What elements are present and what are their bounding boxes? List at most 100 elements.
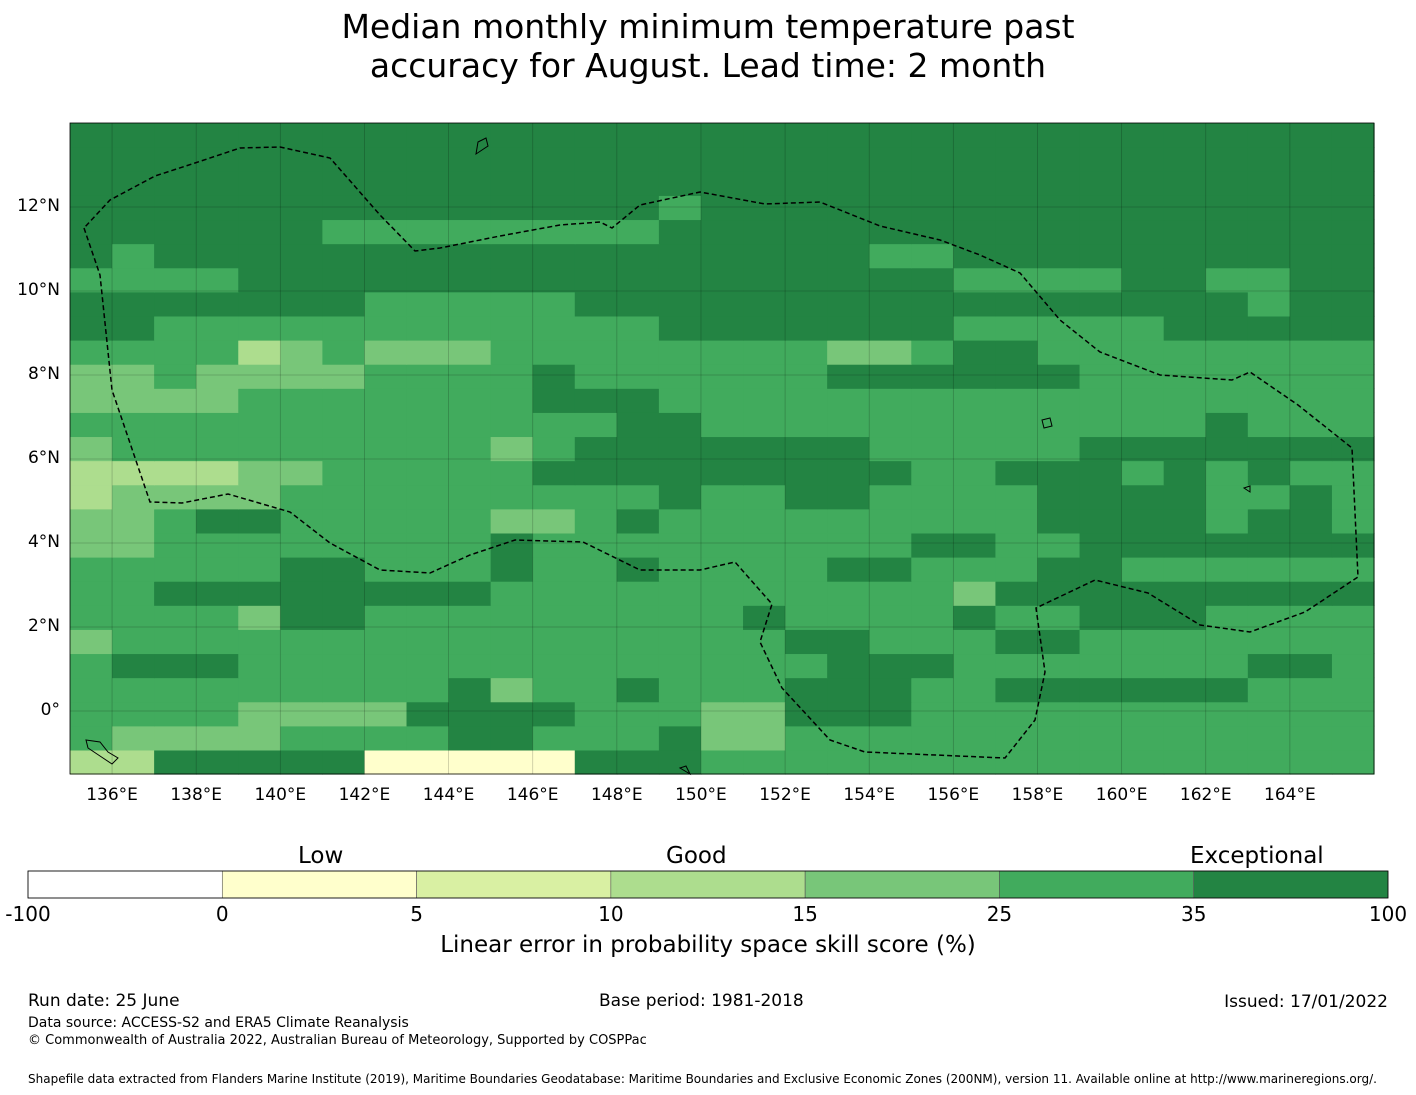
grid-cell	[785, 123, 828, 148]
grid-cell	[322, 725, 366, 751]
grid-cell	[1331, 291, 1375, 317]
grid-cell	[112, 460, 155, 486]
grid-cell	[1331, 484, 1375, 510]
grid-cell	[238, 436, 281, 462]
grid-cell	[1205, 436, 1249, 462]
grid-cell	[1121, 388, 1165, 413]
colorbar-segment	[221, 870, 417, 899]
grid-cell	[238, 677, 281, 703]
grid-cell	[827, 436, 870, 462]
grid-cell	[1079, 243, 1123, 269]
grid-cell	[574, 147, 618, 172]
grid-cell	[574, 629, 618, 655]
grid-cell	[364, 532, 408, 558]
grid-cell	[532, 532, 576, 558]
grid-cell	[953, 412, 997, 438]
lat-tick-label: 0°	[40, 700, 60, 720]
grid-cell	[196, 557, 239, 582]
grid-cell	[1121, 484, 1165, 510]
grid-cell	[700, 749, 744, 775]
grid-cell	[1121, 557, 1165, 582]
grid-cell	[953, 219, 997, 245]
grid-cell	[616, 315, 660, 341]
grid-cell	[532, 267, 576, 293]
colorbar-segment	[999, 870, 1195, 899]
grid-cell	[364, 629, 408, 655]
grid-cell	[1037, 677, 1081, 703]
grid-cell	[154, 677, 197, 703]
grid-cell	[406, 123, 450, 148]
data-source: Data source: ACCESS-S2 and ERA5 Climate …	[28, 1015, 409, 1031]
grid-cell	[1163, 195, 1207, 221]
grid-cell	[911, 605, 954, 630]
grid-cell	[574, 436, 618, 462]
grid-cell	[1205, 605, 1249, 630]
lat-tick-label: 6°N	[27, 448, 60, 468]
grid-cell	[490, 725, 534, 751]
grid-cell	[154, 629, 197, 655]
grid-cell	[238, 291, 281, 317]
grid-cell	[995, 508, 1039, 534]
chart-title-line-2: accuracy for August. Lead time: 2 month	[369, 46, 1047, 85]
grid-cell	[574, 557, 618, 582]
grid-cell	[280, 291, 323, 317]
grid-cell	[1331, 412, 1375, 438]
grid-cell	[406, 364, 450, 389]
grid-cell	[70, 581, 113, 606]
grid-cell	[658, 484, 702, 510]
grid-cell	[785, 701, 828, 727]
colorbar-segment	[804, 870, 1000, 899]
grid-cell	[827, 629, 870, 655]
grid-cell	[953, 605, 997, 630]
grid-cell	[869, 147, 912, 172]
grid-cell	[70, 749, 113, 775]
grid-cell	[1205, 147, 1249, 172]
grid-cell	[1289, 291, 1333, 317]
grid-cell	[112, 677, 155, 703]
grid-cell	[700, 532, 744, 558]
grid-cell	[658, 581, 702, 606]
grid-cell	[1247, 557, 1291, 582]
grid-cell	[1289, 484, 1333, 510]
grid-cell	[953, 267, 997, 293]
grid-cell	[953, 725, 997, 751]
grid-cell	[280, 147, 323, 172]
grid-cell	[827, 315, 870, 341]
grid-cell	[490, 195, 534, 221]
grid-cell	[1331, 605, 1375, 630]
grid-cell	[1037, 749, 1081, 775]
grid-cell	[280, 484, 323, 510]
grid-cell	[532, 557, 576, 582]
grid-cell	[658, 147, 702, 172]
grid-cell	[658, 171, 702, 196]
grid-cell	[532, 701, 576, 727]
grid-cell	[1247, 677, 1291, 703]
grid-cell	[1163, 340, 1207, 365]
grid-cell	[1247, 749, 1291, 775]
grid-cell	[406, 725, 450, 751]
grid-cell	[1163, 315, 1207, 341]
grid-cell	[448, 388, 492, 413]
grid-cell	[70, 412, 113, 438]
colorbar	[27, 870, 1389, 899]
grid-cell	[1331, 315, 1375, 341]
grid-cell	[1163, 605, 1207, 630]
grid-cell	[1331, 460, 1375, 486]
lat-tick-label: 10°N	[17, 280, 60, 300]
grid-cell	[1247, 629, 1291, 655]
grid-cell	[700, 605, 744, 630]
grid-cell	[280, 532, 323, 558]
grid-cell	[827, 677, 870, 703]
grid-cell	[490, 340, 534, 365]
grid-cell	[238, 557, 281, 582]
lon-tick-label: 152°E	[759, 785, 811, 805]
grid-cell	[953, 123, 997, 148]
grid-cell	[869, 412, 912, 438]
grid-cell	[658, 267, 702, 293]
grid-cell	[196, 677, 239, 703]
grid-cell	[112, 508, 155, 534]
grid-cell	[953, 436, 997, 462]
grid-cell	[995, 412, 1039, 438]
grid-cell	[1247, 243, 1291, 269]
grid-cell	[953, 629, 997, 655]
